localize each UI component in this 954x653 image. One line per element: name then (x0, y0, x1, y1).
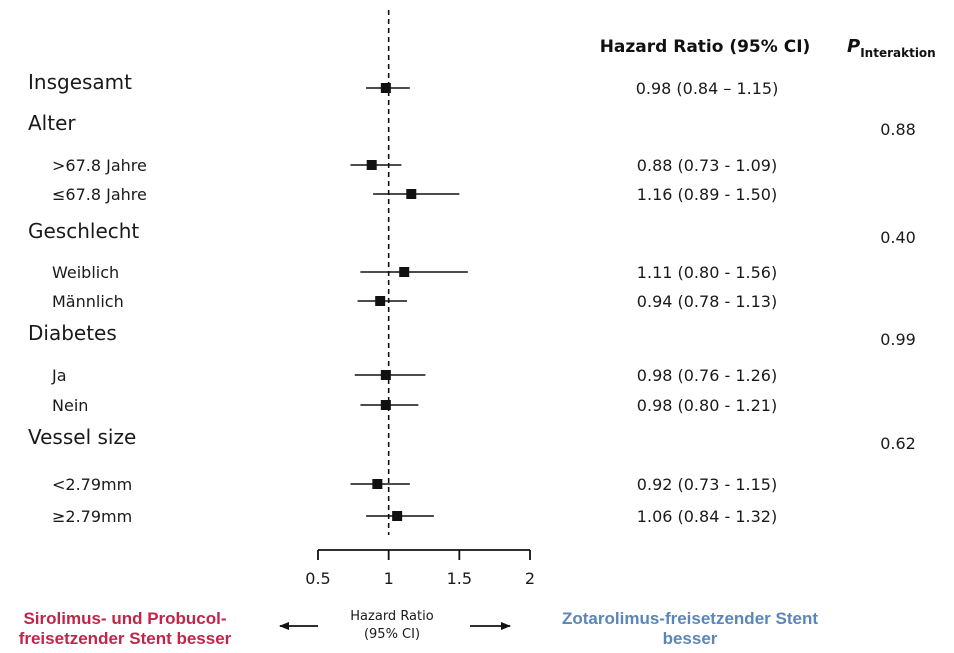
hr-value: 1.06 (0.84 - 1.32) (637, 507, 777, 526)
hr-value: 0.92 (0.73 - 1.15) (637, 475, 777, 494)
subgroup-label: Männlich (52, 292, 124, 311)
point-estimate (372, 479, 383, 489)
group-label: Alter (28, 111, 76, 135)
p-interaction-value: 0.99 (880, 330, 916, 349)
hr-value: 0.98 (0.84 – 1.15) (636, 79, 779, 98)
p-interaction-value: 0.88 (880, 120, 916, 139)
group-label: Geschlecht (28, 219, 139, 243)
point-estimate (406, 189, 417, 199)
p-interaction-value: 0.40 (880, 228, 916, 247)
p-interaction-value: 0.62 (880, 434, 916, 453)
x-axis: 0.5 1 1.5 2 (305, 549, 535, 588)
point-estimate (366, 160, 377, 170)
x-axis-title-line2: (95% CI) (364, 627, 420, 642)
subgroup-label: Ja (51, 366, 67, 385)
group-label: Vessel size (28, 425, 136, 449)
subgroup-label: <2.79mm (52, 475, 132, 494)
subgroup-label: Weiblich (52, 263, 119, 282)
hr-value: 0.98 (0.76 - 1.26) (637, 366, 777, 385)
hr-value: 0.98 (0.80 - 1.21) (637, 396, 777, 415)
p-interaction-header: PInteraktion (847, 36, 936, 60)
point-estimate (399, 267, 410, 277)
x-tick-label: 1 (384, 569, 394, 588)
point-estimate (380, 370, 391, 380)
hr-value: 1.16 (0.89 - 1.50) (637, 185, 777, 204)
hr-value: 0.88 (0.73 - 1.09) (637, 156, 777, 175)
x-tick-label: 1.5 (447, 569, 472, 588)
hr-value: 1.11 (0.80 - 1.56) (637, 263, 777, 282)
left-favor-label-line2: freisetzender Stent besser (19, 629, 232, 648)
forest-rows: Insgesamt 0.98 (0.84 – 1.15) Alter 0.88 >67.… (28, 70, 916, 526)
group-label: Insgesamt (28, 70, 132, 94)
point-estimate (392, 511, 403, 521)
x-axis-title-line1: Hazard Ratio (350, 609, 433, 624)
subgroup-label: >67.8 Jahre (52, 156, 147, 175)
subgroup-label: Nein (52, 396, 88, 415)
point-estimate (380, 400, 391, 410)
subgroup-label: ≥2.79mm (52, 507, 132, 526)
p-header-sub: Interaktion (860, 46, 936, 60)
group-label: Diabetes (28, 321, 117, 345)
left-favor-label-line1: Sirolimus- und Probucol- (23, 609, 226, 628)
subgroup-label: ≤67.8 Jahre (52, 185, 147, 204)
p-header-main: P (847, 36, 860, 57)
x-tick-label: 2 (525, 569, 535, 588)
x-tick-label: 0.5 (305, 569, 330, 588)
point-estimate (380, 83, 391, 93)
point-estimate (375, 296, 386, 306)
right-favor-label-line2: besser (663, 629, 718, 648)
hr-value: 0.94 (0.78 - 1.13) (637, 292, 777, 311)
hr-column-header: Hazard Ratio (95% CI) (600, 37, 811, 57)
right-favor-label-line1: Zotarolimus-freisetzender Stent (562, 609, 818, 628)
